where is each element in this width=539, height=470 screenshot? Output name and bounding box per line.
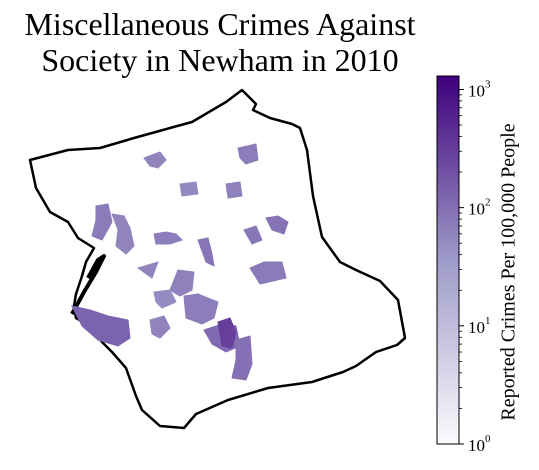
choropleth-map: [28, 88, 407, 430]
map-region: [149, 315, 171, 339]
river-channel: [70, 254, 106, 315]
colorbar-tick-label: 101: [468, 315, 491, 337]
map-region: [237, 143, 259, 165]
colorbar-label: Reported Crimes Per 100,000 People: [497, 123, 520, 421]
colorbar-tick-label: 100: [468, 433, 491, 455]
map-region: [249, 261, 287, 285]
tick-base: 10: [468, 200, 485, 219]
map-region: [179, 181, 199, 197]
map-region: [136, 261, 159, 279]
tick-base: 10: [468, 81, 485, 100]
colorbar-tick-label: 103: [468, 78, 491, 100]
tick-exponent: 0: [485, 433, 491, 445]
map-region: [197, 237, 215, 267]
tick-base: 10: [468, 436, 485, 455]
title-line-1: Miscellaneous Crimes Against: [24, 6, 416, 42]
map-region: [217, 317, 237, 349]
tick-exponent: 2: [485, 197, 491, 209]
map-region: [153, 231, 183, 245]
map-region: [153, 289, 177, 309]
tick-base: 10: [468, 318, 485, 337]
map-region: [243, 225, 263, 245]
map-region: [143, 151, 167, 169]
map-region: [91, 203, 113, 241]
tick-exponent: 1: [485, 315, 491, 327]
map-region: [265, 215, 289, 235]
map-title: Miscellaneous Crimes Against Society in …: [0, 6, 440, 78]
tick-exponent: 3: [485, 78, 491, 90]
borough-outline: [28, 88, 407, 430]
colorbar-bar: [436, 75, 460, 445]
map-region: [231, 335, 253, 381]
map-region: [71, 305, 131, 347]
map-region: [111, 213, 135, 255]
map-region: [225, 181, 243, 199]
map-region: [183, 293, 219, 325]
map-region: [169, 269, 195, 297]
title-line-2: Society in Newham in 2010: [41, 42, 399, 78]
colorbar-tick-label: 102: [468, 197, 491, 219]
